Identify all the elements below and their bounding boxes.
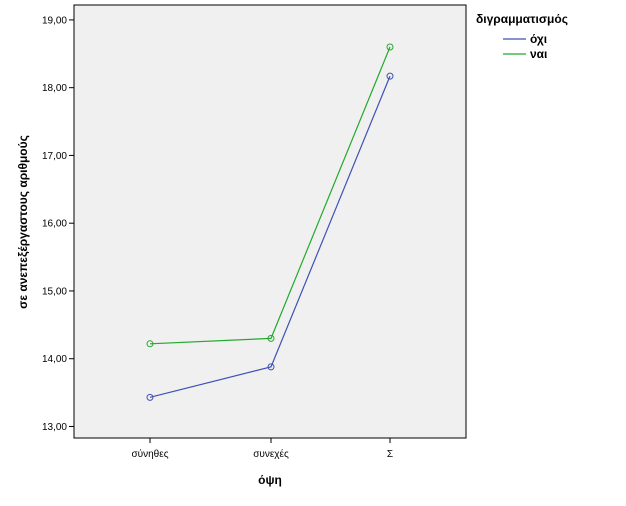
data-point [146, 393, 154, 401]
data-point [386, 43, 394, 51]
x-axis-title: όψη [258, 473, 282, 487]
x-tick-label: Σ [387, 449, 393, 460]
x-axis: σύνηθες συνεχές Σ [131, 438, 393, 460]
legend-title: διγραμματισμός [476, 12, 568, 26]
series-line-0 [149, 75, 391, 398]
y-tick-label: 18,00 [42, 83, 67, 94]
data-point [267, 363, 275, 371]
y-axis: 13,00 14,00 15,00 16,00 17,00 18,00 19,00 [42, 15, 74, 433]
data-point [267, 334, 275, 342]
y-tick-label: 17,00 [42, 151, 67, 162]
series-line-1 [149, 46, 391, 345]
y-tick-label: 15,00 [42, 286, 67, 297]
y-tick-label: 16,00 [42, 219, 67, 230]
legend-label: ναι [530, 47, 547, 61]
y-axis-title: σε ανεπεξέργαστους αριθμούς [16, 135, 30, 309]
y-tick-label: 19,00 [42, 15, 67, 26]
plot-area [73, 4, 467, 439]
y-tick-label: 13,00 [42, 422, 67, 433]
series-layer [146, 43, 394, 401]
y-tick-label: 14,00 [42, 354, 67, 365]
data-point [146, 340, 154, 348]
data-point [386, 72, 394, 80]
legend-label: όχι [530, 32, 547, 46]
x-tick-label: συνεχές [253, 448, 289, 460]
x-tick-label: σύνηθες [131, 448, 168, 460]
